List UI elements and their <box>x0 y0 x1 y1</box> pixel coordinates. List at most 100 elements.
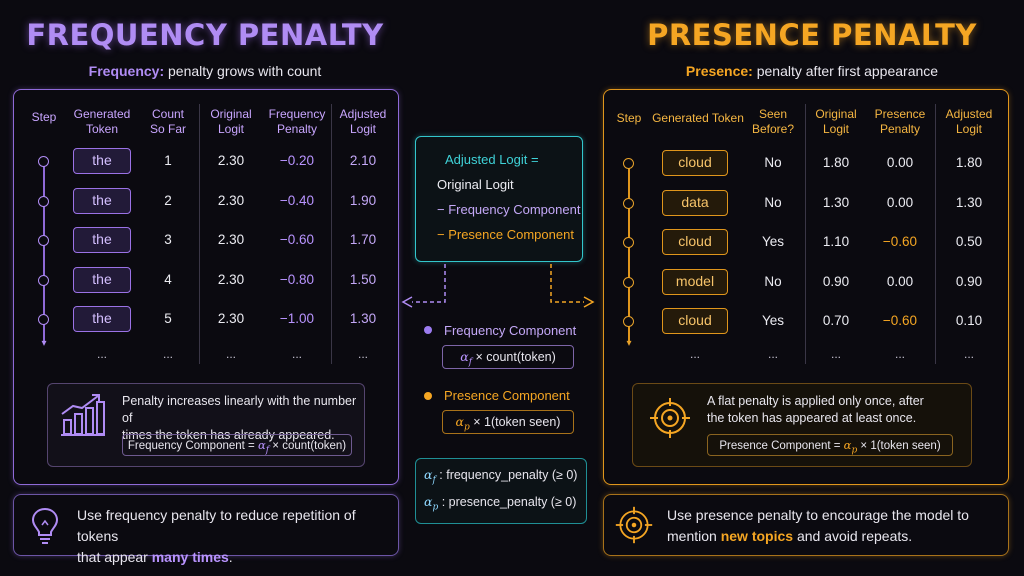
def2-alpha: α <box>424 494 433 509</box>
pres-header-step: Step <box>616 111 642 125</box>
freq-penalty-cell: −0.80 <box>279 272 315 287</box>
freq-token-chip: the <box>73 267 131 293</box>
freq-original-logit-cell: 2.30 <box>217 193 245 208</box>
def2-rest: : presence_penalty (≥ 0) <box>438 495 577 509</box>
pres-box-sub: p <box>464 422 470 433</box>
step-node-icon <box>38 156 49 167</box>
def1-sub: f <box>432 475 436 486</box>
formula-title: Adjusted Logit = <box>445 152 539 167</box>
pres-tip-pre: mention <box>667 528 721 544</box>
pres-seen-cell: No <box>764 155 782 170</box>
formula-original: Original Logit <box>437 177 514 192</box>
pres-formula-pre: Presence Component = <box>719 440 844 452</box>
pres-header-adjusted-l2: Logit <box>955 122 983 136</box>
presence-tip-panel <box>603 494 1009 556</box>
freq-original-logit-cell: 2.30 <box>217 272 245 287</box>
freq-original-logit-cell: 2.30 <box>217 153 245 168</box>
frequency-subtitle-rest: penalty grows with count <box>164 63 322 79</box>
pres-header-penalty-l1: Presence <box>874 107 926 121</box>
pres-header-adjusted: Adjusted Logit <box>936 107 1002 137</box>
bar-chart-icon <box>61 394 105 436</box>
freq-formula-alpha: α <box>257 438 266 452</box>
freq-penalty-cell: −0.20 <box>279 153 315 168</box>
step-node-icon <box>623 237 634 248</box>
pres-timeline-line <box>628 163 630 344</box>
presence-subtitle-rest: penalty after first appearance <box>752 63 939 79</box>
pres-column-separator <box>805 104 806 364</box>
pres-tip-post: and avoid repeats. <box>793 528 913 544</box>
freq-tip-post: . <box>228 549 233 565</box>
freq-formula-pre: Frequency Component = <box>127 440 258 452</box>
pres-header-adjusted-l1: Adjusted <box>945 107 993 121</box>
pres-box-alpha: α <box>455 414 464 429</box>
freq-penalty-cell: −0.40 <box>279 193 315 208</box>
pres-ellipsis: ... <box>830 347 841 361</box>
pres-seen-cell: No <box>764 274 782 289</box>
freq-timeline-line <box>43 161 45 343</box>
freq-header-token-l1: Generated <box>73 107 131 121</box>
freq-token-chip: the <box>73 188 131 214</box>
freq-header-token-l2: Token <box>85 122 119 136</box>
target-icon <box>650 398 690 438</box>
presence-panel <box>603 89 1009 485</box>
frequency-panel <box>13 89 399 485</box>
freq-count-cell: 3 <box>164 232 172 247</box>
freq-note-text: Penalty increases linearly with the numb… <box>122 393 362 444</box>
freq-header-penalty: Frequency Penalty <box>262 107 332 137</box>
freq-penalty-cell: −0.60 <box>279 232 315 247</box>
freq-header-step: Step <box>31 110 57 124</box>
step-node-icon <box>623 277 634 288</box>
step-node-icon <box>38 196 49 207</box>
pres-tip-text: Use presence penalty to encourage the mo… <box>667 505 1003 547</box>
pres-adjusted-logit-cell: 0.50 <box>955 234 983 249</box>
freq-ellipsis: ... <box>291 347 302 361</box>
freq-adjusted-logit-cell: 1.90 <box>349 193 377 208</box>
pres-adjusted-logit-cell: 0.90 <box>955 274 983 289</box>
presence-component-formula: αp × 1(token seen) <box>442 410 574 434</box>
pres-tip-line1: Use presence penalty to encourage the mo… <box>667 507 969 523</box>
freq-note-line2: times the token has already appeared. <box>122 428 335 442</box>
pres-note-text: A flat penalty is applied only once, aft… <box>707 393 967 427</box>
presence-legend-dot <box>424 392 432 400</box>
formula-presence-term: − Presence Component <box>437 227 574 242</box>
freq-count-cell: 4 <box>164 272 172 287</box>
pres-formula-post: × 1(token seen) <box>857 440 941 452</box>
freq-header-penalty-l1: Frequency <box>268 107 326 121</box>
freq-adjusted-logit-cell: 1.70 <box>349 232 377 247</box>
freq-ellipsis: ... <box>162 347 173 361</box>
freq-header-penalty-l2: Penalty <box>276 122 318 136</box>
pres-token-chip: cloud <box>662 229 728 255</box>
pres-header-seen: Seen Before? <box>744 107 802 137</box>
pres-explanation-box <box>632 383 972 467</box>
pres-header-seen-l1: Seen <box>758 107 788 121</box>
freq-tip-line2: that appear many times. <box>77 547 395 568</box>
pres-original-logit-cell: 0.70 <box>822 313 850 328</box>
pres-header-orig-l2: Logit <box>822 122 850 136</box>
freq-count-cell: 1 <box>164 153 172 168</box>
freq-box-sub: f <box>468 357 473 368</box>
freq-header-orig: Original Logit <box>200 107 262 137</box>
freq-ellipsis: ... <box>357 347 368 361</box>
freq-note-formula: Frequency Component = αf × count(token) <box>122 434 352 456</box>
freq-ellipsis: ... <box>96 347 107 361</box>
pres-header-penalty: Presence Penalty <box>866 107 934 137</box>
pres-ellipsis: ... <box>689 347 700 361</box>
presence-subtitle-key: Presence: <box>685 63 753 79</box>
pres-penalty-cell: 0.00 <box>886 195 914 210</box>
freq-header-orig-l2: Logit <box>217 122 245 136</box>
freq-ellipsis: ... <box>225 347 236 361</box>
presence-title: PRESENCE PENALTY <box>647 18 977 52</box>
pres-token-chip: model <box>662 269 728 295</box>
step-node-icon <box>623 158 634 169</box>
frequency-title: FREQUENCY PENALTY <box>26 18 384 52</box>
pres-adjusted-logit-cell: 1.80 <box>955 155 983 170</box>
pres-penalty-cell: −0.60 <box>882 234 918 249</box>
def1-alpha: α <box>424 467 433 482</box>
freq-token-chip: the <box>73 148 131 174</box>
pres-header-penalty-l2: Penalty <box>879 122 921 136</box>
adjusted-logit-formula-box <box>415 136 583 262</box>
freq-adjusted-logit-cell: 2.10 <box>349 153 377 168</box>
freq-header-adjusted-l2: Logit <box>349 122 377 136</box>
freq-tip-emphasis: many times <box>151 549 229 565</box>
freq-header-adjusted: Adjusted Logit <box>332 107 394 137</box>
